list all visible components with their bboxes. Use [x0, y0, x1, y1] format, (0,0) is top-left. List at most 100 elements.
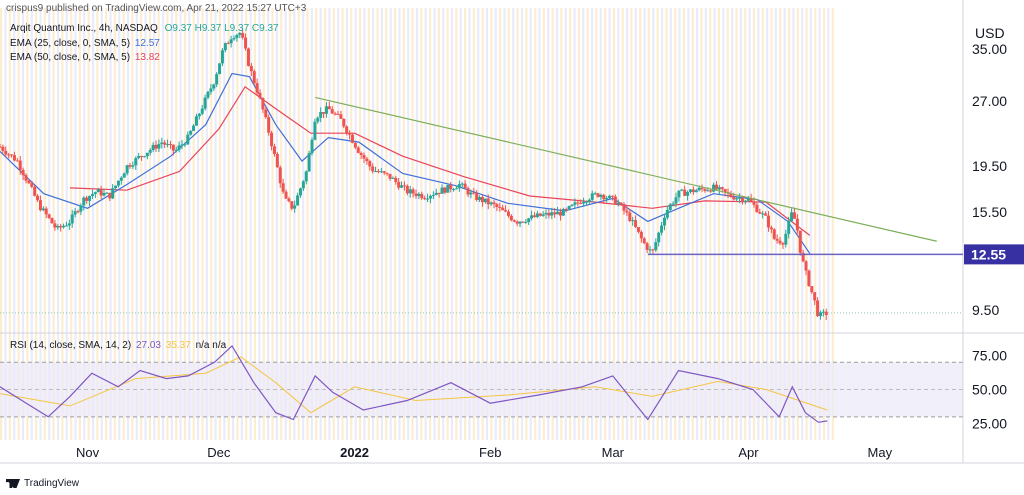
- candle-down[interactable]: [501, 207, 505, 211]
- candle-up[interactable]: [218, 63, 222, 75]
- candle-up[interactable]: [452, 189, 456, 191]
- candle-down[interactable]: [709, 190, 713, 192]
- candle-down[interactable]: [50, 217, 54, 224]
- candle-up[interactable]: [674, 197, 678, 204]
- candle-down[interactable]: [287, 198, 291, 202]
- candle-up[interactable]: [706, 190, 710, 192]
- candle-up[interactable]: [319, 112, 323, 118]
- candle-down[interactable]: [798, 230, 802, 253]
- candle-down[interactable]: [226, 43, 230, 45]
- time-axis[interactable]: Nov Dec 2022 Feb Mar Apr May: [76, 445, 893, 460]
- candle-down[interactable]: [368, 161, 372, 167]
- candle-down[interactable]: [824, 311, 828, 316]
- candle-down[interactable]: [76, 211, 80, 213]
- candle-up[interactable]: [446, 184, 450, 193]
- candle-up[interactable]: [608, 195, 612, 199]
- candle-up[interactable]: [223, 43, 227, 51]
- candle-up[interactable]: [717, 187, 721, 190]
- candle-down[interactable]: [53, 223, 57, 228]
- candle-down[interactable]: [758, 212, 762, 214]
- candle-down[interactable]: [128, 165, 132, 167]
- candle-down[interactable]: [21, 169, 25, 176]
- candle-up[interactable]: [142, 156, 146, 158]
- candle-down[interactable]: [281, 183, 285, 192]
- candle-up[interactable]: [215, 74, 219, 85]
- candle-up[interactable]: [238, 33, 242, 35]
- symbol-legend[interactable]: Arqit Quantum Inc., 4h, NASDAQ O9.37 H9.…: [10, 23, 279, 34]
- candle-down[interactable]: [171, 144, 175, 151]
- candle-up[interactable]: [428, 195, 432, 199]
- candle-up[interactable]: [483, 198, 487, 203]
- candle-down[interactable]: [463, 183, 467, 189]
- candle-up[interactable]: [460, 183, 464, 185]
- candle-up[interactable]: [102, 192, 106, 196]
- candle-up[interactable]: [662, 217, 666, 226]
- candle-up[interactable]: [209, 88, 213, 92]
- candle-down[interactable]: [420, 193, 424, 199]
- candle-down[interactable]: [769, 227, 773, 230]
- candle-up[interactable]: [400, 185, 404, 188]
- candle-up[interactable]: [746, 198, 750, 201]
- candle-up[interactable]: [660, 225, 664, 233]
- candle-up[interactable]: [310, 139, 314, 154]
- candle-down[interactable]: [813, 292, 817, 301]
- candle-down[interactable]: [610, 195, 614, 197]
- candle-down[interactable]: [38, 200, 42, 211]
- candle-up[interactable]: [189, 130, 193, 135]
- candle-down[interactable]: [330, 109, 334, 114]
- candle-up[interactable]: [821, 311, 825, 313]
- candle-up[interactable]: [186, 134, 190, 145]
- candle-up[interactable]: [694, 190, 698, 193]
- candle-up[interactable]: [417, 193, 421, 197]
- candle-down[interactable]: [405, 185, 409, 194]
- candle-down[interactable]: [714, 184, 718, 190]
- candlestick-series[interactable]: [0, 28, 828, 321]
- candle-down[interactable]: [515, 221, 519, 224]
- candle-down[interactable]: [576, 202, 580, 204]
- candle-down[interactable]: [356, 147, 360, 153]
- candle-down[interactable]: [7, 154, 11, 156]
- candle-down[interactable]: [437, 192, 441, 194]
- candle-up[interactable]: [41, 208, 45, 211]
- candle-down[interactable]: [764, 213, 768, 216]
- candle-up[interactable]: [599, 194, 603, 197]
- candle-up[interactable]: [818, 312, 822, 317]
- candle-up[interactable]: [114, 185, 118, 189]
- candle-up[interactable]: [62, 225, 66, 228]
- candle-up[interactable]: [197, 113, 201, 117]
- candle-up[interactable]: [561, 208, 565, 216]
- candle-up[interactable]: [680, 189, 684, 191]
- candle-down[interactable]: [703, 189, 707, 191]
- candle-up[interactable]: [570, 204, 574, 207]
- candle-up[interactable]: [235, 34, 239, 39]
- candle-up[interactable]: [697, 187, 701, 191]
- candle-down[interactable]: [1, 146, 5, 151]
- candle-down[interactable]: [12, 155, 16, 161]
- candle-down[interactable]: [579, 202, 583, 204]
- candle-up[interactable]: [408, 189, 412, 194]
- candle-down[interactable]: [553, 212, 557, 215]
- candle-down[interactable]: [651, 249, 655, 251]
- candle-up[interactable]: [116, 180, 120, 186]
- candle-down[interactable]: [532, 215, 536, 218]
- candle-down[interactable]: [246, 48, 250, 66]
- candle-down[interactable]: [15, 160, 19, 162]
- candle-up[interactable]: [174, 149, 178, 151]
- candle-up[interactable]: [790, 212, 794, 222]
- candle-up[interactable]: [556, 211, 560, 215]
- candle-down[interactable]: [466, 188, 470, 195]
- candle-down[interactable]: [538, 213, 542, 216]
- candle-down[interactable]: [495, 204, 499, 207]
- candle-up[interactable]: [668, 204, 672, 210]
- candle-down[interactable]: [752, 201, 756, 205]
- candle-down[interactable]: [388, 173, 392, 179]
- candle-down[interactable]: [740, 197, 744, 202]
- candle-down[interactable]: [108, 192, 112, 199]
- candle-up[interactable]: [688, 189, 692, 193]
- candle-down[interactable]: [480, 197, 484, 203]
- candle-up[interactable]: [194, 116, 198, 126]
- candle-down[interactable]: [376, 171, 380, 173]
- candle-down[interactable]: [99, 189, 103, 196]
- candle-up[interactable]: [584, 201, 588, 203]
